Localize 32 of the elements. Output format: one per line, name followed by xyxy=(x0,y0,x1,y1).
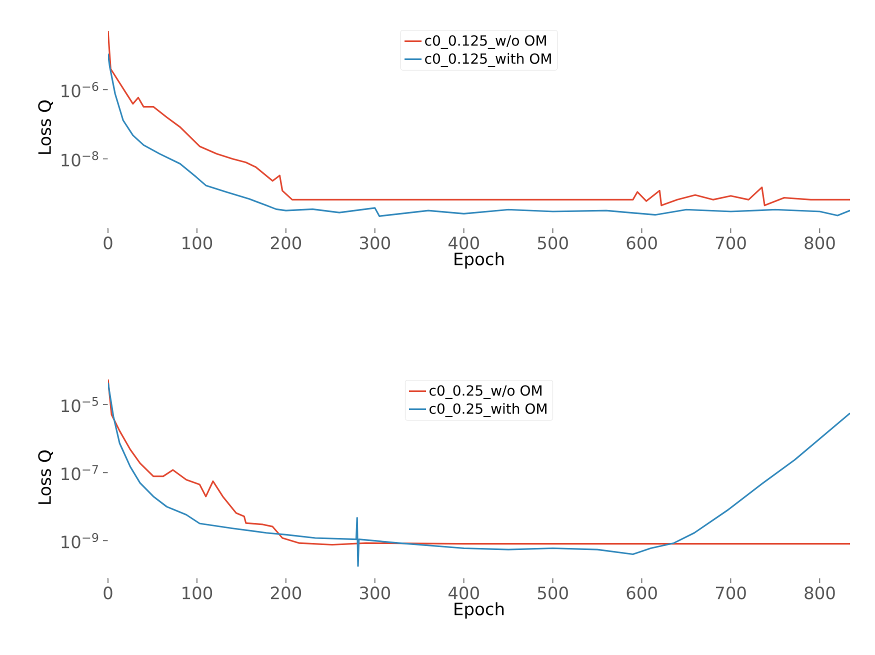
line-series xyxy=(108,52,850,217)
x-tick-label: 600 xyxy=(626,236,657,250)
y-tick-label: 10$^{−8}$ xyxy=(62,151,98,166)
legend-label: c0_0.125_w/o OM xyxy=(425,35,546,49)
x-tick-label: 400 xyxy=(448,236,479,250)
legend-label: c0_0.125_with OM xyxy=(425,53,551,68)
x-axis-title: Epoch xyxy=(454,252,504,269)
x-tick-label: 300 xyxy=(360,236,390,250)
x-tick-label: 300 xyxy=(360,586,390,600)
x-tick-label: 100 xyxy=(182,236,212,250)
x-axis-title: Epoch xyxy=(454,602,504,619)
x-tick-label: 500 xyxy=(538,586,568,600)
y-tick-label: 10$^{−9}$ xyxy=(62,533,98,548)
x-tick-label: 700 xyxy=(716,236,746,250)
x-tick-label: 400 xyxy=(448,586,479,600)
x-tick-label: 100 xyxy=(182,586,212,600)
y-tick-label: 10$^{−6}$ xyxy=(62,82,98,98)
x-tick-label: 200 xyxy=(270,586,302,600)
y-axis-title: Loss Q xyxy=(38,100,53,154)
y-tick-label: 10$^{−7}$ xyxy=(62,465,98,480)
legend-label: c0_0.25_with OM xyxy=(430,403,546,418)
x-tick-label: 600 xyxy=(626,586,657,600)
x-tick-label: 200 xyxy=(270,236,302,250)
x-tick-label: 0 xyxy=(104,236,112,250)
x-tick-label: 700 xyxy=(716,586,746,600)
x-tick-label: 800 xyxy=(804,236,835,250)
y-tick-label: 10$^{−5}$ xyxy=(62,397,98,412)
x-tick-label: 800 xyxy=(804,586,835,600)
y-axis-title: Loss Q xyxy=(38,450,53,504)
legend-label: c0_0.25_w/o OM xyxy=(430,385,542,399)
x-tick-label: 0 xyxy=(104,586,112,600)
x-tick-label: 500 xyxy=(538,236,568,250)
